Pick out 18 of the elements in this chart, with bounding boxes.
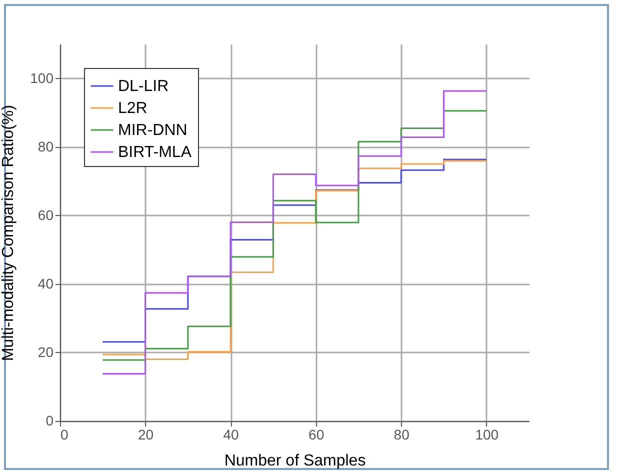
legend-label: BIRT-MLA	[118, 144, 192, 161]
y-axis-title: Multi-modality Comparison Ratio(%)	[0, 104, 18, 362]
y-tick-label: 60	[38, 206, 54, 223]
y-tick-label: 0	[46, 412, 54, 428]
x-tick-label: 0	[60, 426, 68, 442]
legend-label: DL-LIR	[118, 78, 169, 95]
x-tick-label: 100	[475, 426, 499, 442]
x-tick-label: 80	[394, 426, 410, 442]
x-tick-label: 40	[223, 426, 240, 442]
x-axis-title: Number of Samples	[224, 452, 366, 470]
x-tick-label: 60	[308, 426, 324, 442]
legend-label: L2R	[118, 100, 148, 117]
x-tick-label: 20	[138, 426, 154, 442]
y-tick-label: 80	[38, 138, 54, 154]
y-tick-label: 100	[30, 70, 54, 86]
y-tick-label: 20	[38, 344, 54, 360]
legend-label: MIR-DNN	[118, 122, 188, 139]
y-tick-label: 40	[38, 275, 54, 292]
